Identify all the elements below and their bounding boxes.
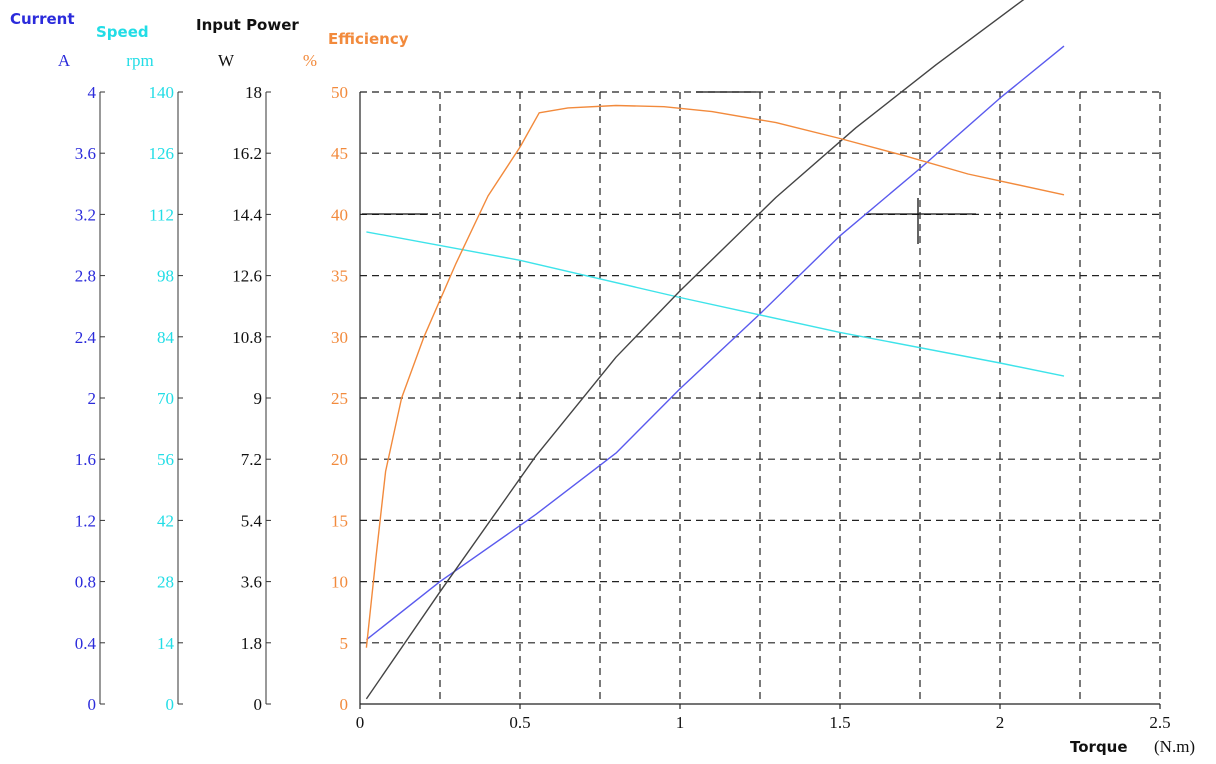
input-power-axis-unit: W xyxy=(218,51,235,70)
x-tick-label: 2 xyxy=(996,713,1005,732)
speed-axis-title: Speed xyxy=(96,23,149,41)
efficiency-tick-label: 10 xyxy=(331,573,348,592)
speed-tick-label: 112 xyxy=(149,205,174,224)
x-tick-label: 0 xyxy=(356,713,365,732)
speed-line xyxy=(366,231,1065,377)
input-power-tick-label: 7.2 xyxy=(241,450,262,469)
current-tick-label: 1.6 xyxy=(75,450,96,469)
speed-tick-label: 70 xyxy=(157,389,174,408)
current-tick-label: 0 xyxy=(88,695,97,714)
input-power-tick-label: 1.8 xyxy=(241,634,262,653)
efficiency-tick-label: 45 xyxy=(331,144,348,163)
x-tick-label: 1 xyxy=(676,713,685,732)
current-tick-label: 0.8 xyxy=(75,573,96,592)
x-tick-label: 0.5 xyxy=(509,713,530,732)
input-power-tick-label: 0 xyxy=(254,695,263,714)
x-tick-label: 1.5 xyxy=(829,713,850,732)
input-power-tick-label: 10.8 xyxy=(232,328,262,347)
speed-tick-label: 28 xyxy=(157,573,174,592)
input-power-tick-label: 14.4 xyxy=(232,205,262,224)
speed-tick-label: 56 xyxy=(157,450,174,469)
x-axis-label: Torque xyxy=(1070,738,1128,756)
efficiency-tick-label: 5 xyxy=(340,634,349,653)
efficiency-tick-label: 15 xyxy=(331,511,348,530)
annotation-marks xyxy=(362,91,976,244)
current-tick-label: 2.8 xyxy=(75,267,96,286)
input-power-tick-label: 9 xyxy=(254,389,263,408)
x-axis: 0 0.5 1 1.5 2 2.5 xyxy=(356,704,1171,732)
current-axis: Current A 0 0.4 0.8 1.2 1.6 2 2.4 2.8 3.2 3.6 4 xyxy=(10,10,105,714)
input-power-axis-title: Input Power xyxy=(196,16,299,34)
current-tick-label: 3.6 xyxy=(75,144,96,163)
efficiency-tick-label: 30 xyxy=(331,328,348,347)
current-tick-label: 0.4 xyxy=(75,634,97,653)
current-tick-label: 4 xyxy=(88,83,97,102)
current-tick-label: 1.2 xyxy=(75,511,96,530)
efficiency-tick-label: 0 xyxy=(340,695,349,714)
current-tick-label: 2 xyxy=(88,389,97,408)
current-axis-unit: A xyxy=(58,51,71,70)
efficiency-tick-label: 50 xyxy=(331,83,348,102)
efficiency-tick-label: 40 xyxy=(331,205,348,224)
speed-tick-label: 126 xyxy=(149,144,175,163)
current-line xyxy=(365,45,1065,641)
speed-tick-label: 84 xyxy=(157,328,175,347)
input-power-line xyxy=(365,0,1025,700)
input-power-tick-label: 5.4 xyxy=(241,511,263,530)
input-power-tick-label: 16.2 xyxy=(232,144,262,163)
speed-axis: Speed rpm 0 14 28 42 56 70 84 98 112 126 140 xyxy=(96,23,183,714)
efficiency-line xyxy=(365,104,1065,648)
x-axis-unit: (N.m) xyxy=(1154,737,1195,756)
efficiency-axis-title: Efficiency xyxy=(328,30,409,48)
efficiency-axis: Efficiency% 0 5 10 15 20 25 30 35 40 45 50 xyxy=(303,30,409,714)
efficiency-tick-label: 35 xyxy=(331,267,348,286)
efficiency-tick-label: 25 xyxy=(331,389,348,408)
current-tick-label: 3.2 xyxy=(75,205,96,224)
x-tick-label: 2.5 xyxy=(1149,713,1170,732)
speed-tick-label: 0 xyxy=(166,695,175,714)
input-power-tick-label: 12.6 xyxy=(232,267,262,286)
series-lines xyxy=(365,0,1065,700)
grid xyxy=(359,91,1161,705)
speed-tick-label: 140 xyxy=(149,83,175,102)
current-tick-label: 2.4 xyxy=(75,328,97,347)
speed-axis-unit: rpm xyxy=(126,51,153,70)
speed-tick-label: 42 xyxy=(157,511,174,530)
speed-tick-label: 98 xyxy=(157,267,174,286)
input-power-tick-label: 3.6 xyxy=(241,573,262,592)
efficiency-axis-unit: % xyxy=(303,51,317,70)
y-axes: CurrentA00.40.81.21.622.42.83.23.64Speed… xyxy=(10,10,409,714)
speed-tick-label: 14 xyxy=(157,634,175,653)
input-power-axis: Input Power W 0 1.8 3.6 5.4 7.2 9 10.8 12.6 14.4 16… xyxy=(196,16,299,714)
input-power-tick-label: 18 xyxy=(245,83,262,102)
efficiency-tick-label: 20 xyxy=(331,450,348,469)
current-axis-title: Current xyxy=(10,10,75,28)
